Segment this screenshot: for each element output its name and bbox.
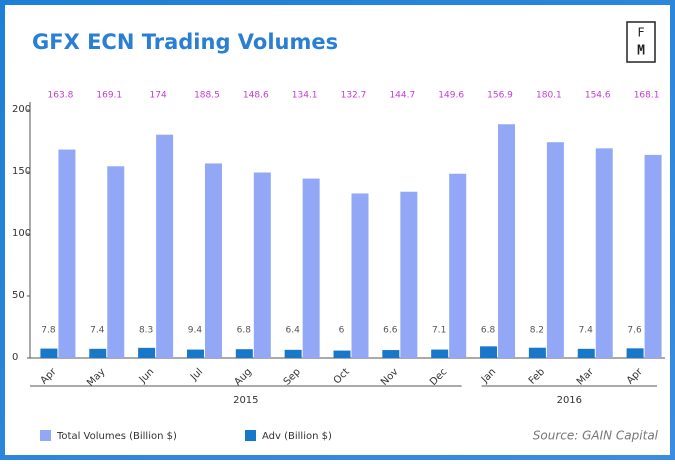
bar: [89, 348, 107, 358]
adv-label: 7.6: [627, 326, 642, 336]
top-label: 169.1: [96, 91, 122, 101]
top-label: 134.1: [292, 91, 318, 101]
bar: [204, 163, 222, 358]
top-label: 144.7: [389, 91, 415, 101]
bar: [498, 124, 516, 358]
bar: [333, 350, 351, 358]
adv-label: 6.4: [285, 326, 300, 336]
adv-label: 9.4: [188, 326, 203, 336]
panel: [5, 5, 670, 455]
chart-title: GFX ECN Trading Volumes: [32, 30, 338, 54]
bar: [107, 166, 125, 358]
top-label: 163.8: [48, 91, 74, 101]
top-label: 156.9: [487, 91, 513, 101]
adv-label: 8.2: [530, 326, 544, 336]
bar: [595, 148, 613, 358]
logo-letter: M: [637, 44, 645, 59]
legend-label: Adv (Billion $): [262, 431, 332, 442]
bar: [449, 173, 467, 358]
adv-label: 6.6: [383, 326, 398, 336]
logo-letter: F: [637, 26, 644, 40]
legend-label: Total Volumes (Billion $): [56, 431, 177, 442]
bar: [644, 154, 662, 358]
y-tick-label: 100: [12, 228, 31, 239]
bar: [186, 349, 204, 358]
top-label: 174: [150, 91, 167, 101]
y-tick-label: 50: [12, 290, 25, 301]
adv-label: 6.8: [237, 326, 252, 336]
y-tick-label: 150: [12, 166, 31, 177]
bar: [351, 193, 369, 358]
top-label: 132.7: [341, 91, 367, 101]
bar: [302, 178, 320, 358]
adv-label: 6.8: [481, 326, 496, 336]
logo-box: [626, 21, 656, 63]
bar: [577, 348, 595, 358]
bar: [253, 172, 271, 358]
adv-label: 7.1: [432, 326, 446, 336]
adv-label: 8.3: [139, 326, 153, 336]
adv-label: 6: [339, 326, 345, 336]
bar: [480, 346, 498, 358]
top-label: 168.1: [634, 91, 660, 101]
y-tick-label: 0: [12, 352, 18, 363]
bar: [626, 348, 644, 358]
group-label: 2015: [233, 395, 258, 406]
bar: [400, 191, 418, 358]
legend-swatch: [40, 430, 51, 441]
top-label: 188.5: [194, 91, 220, 101]
logo: F M: [626, 21, 656, 63]
bar: [431, 349, 449, 358]
bar: [546, 142, 564, 358]
adv-label: 7.8: [41, 326, 56, 336]
adv-label: 7.4: [579, 326, 594, 336]
top-label: 180.1: [536, 91, 562, 101]
source: Source: GAIN Capital: [533, 429, 659, 443]
bar: [235, 349, 253, 358]
bar: [156, 134, 174, 358]
group-label: 2016: [557, 395, 582, 406]
bar: [40, 348, 58, 358]
bar: [528, 347, 546, 358]
bar: [382, 350, 400, 358]
y-tick-label: 200: [12, 104, 31, 115]
top-label: 154.6: [585, 91, 611, 101]
bar: [284, 349, 302, 358]
top-label: 149.6: [438, 91, 464, 101]
legend-swatch: [245, 430, 256, 441]
adv-label: 7.4: [90, 326, 105, 336]
bar: [58, 149, 76, 358]
top-label: 148.6: [243, 91, 269, 101]
bar: [138, 347, 156, 358]
